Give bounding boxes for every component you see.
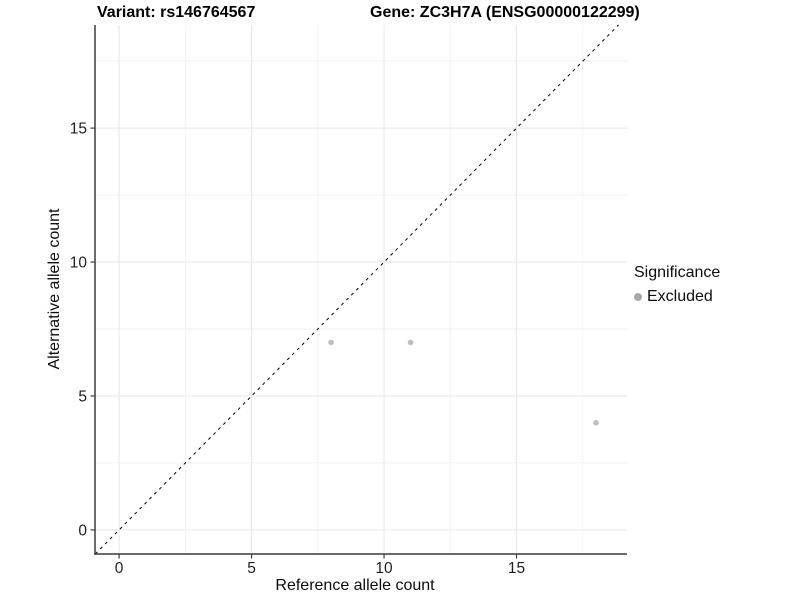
legend-item-label: Excluded [647,288,713,305]
x-tick-label: 0 [115,560,124,577]
x-tick-label: 15 [508,560,525,577]
legend: Significance Excluded [634,264,720,306]
data-point [593,419,599,426]
data-point [407,339,414,346]
y-tick-label: 15 [70,121,87,138]
y-tick-label: 0 [78,522,87,539]
gene-title: Gene: ZC3H7A (ENSG00000122299) [370,4,640,21]
y-tick-label: 10 [70,255,88,272]
x-tick-label: 10 [375,560,393,577]
y-tick-label: 5 [78,388,87,405]
x-axis-title: Reference allele count [275,577,435,594]
data-point [328,339,334,346]
y-axis-title: Alternative allele count [46,208,63,370]
legend-title: Significance [634,264,721,281]
legend-key-dot-icon [634,293,642,301]
x-tick-label: 5 [247,560,256,577]
variant-title: Variant: rs146764567 [97,4,256,21]
legend-item-excluded: Excluded [634,288,720,306]
identity-line [94,24,619,555]
